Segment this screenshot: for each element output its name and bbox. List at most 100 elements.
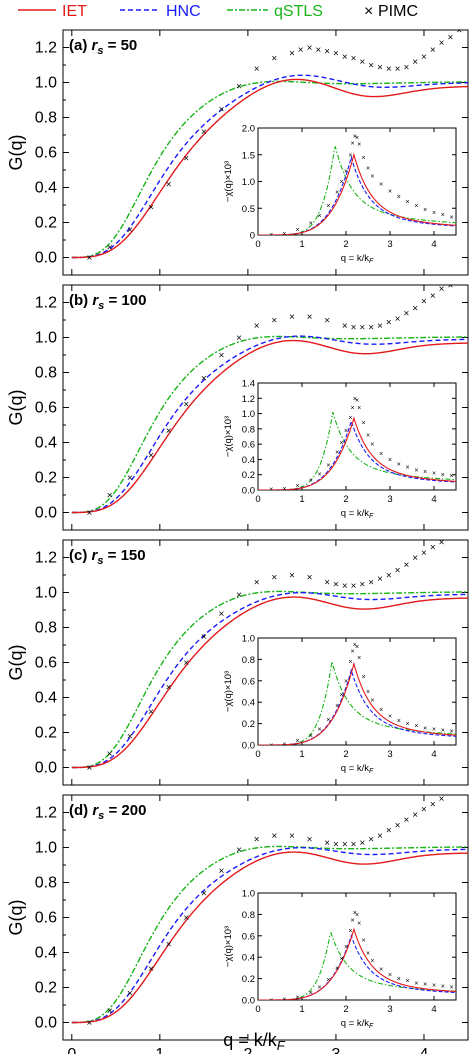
inset-frame xyxy=(257,892,457,1001)
pimc-point: × xyxy=(86,1018,92,1029)
y-tick-label: 0.8 xyxy=(35,365,57,382)
inset-x-tick-label: 4 xyxy=(431,494,436,505)
pimc-point: × xyxy=(236,82,242,93)
inset-x-tick-label: 2 xyxy=(343,1004,348,1015)
inset-pimc-point: × xyxy=(269,743,273,750)
pimc-point: × xyxy=(236,590,242,601)
inset-y-tick-label: 1.0 xyxy=(242,634,255,645)
pimc-point: × xyxy=(403,560,409,571)
pimc-point: × xyxy=(377,831,383,842)
pimc-point: × xyxy=(307,834,313,845)
inset-pimc-point: × xyxy=(326,977,330,984)
x-tick-label: 1 xyxy=(155,1046,164,1054)
panel-title-sub: s xyxy=(97,45,103,57)
inset-series-hnc xyxy=(258,934,456,1000)
inset-y-tick-label: 1.5 xyxy=(242,150,255,161)
pimc-point: × xyxy=(403,62,409,73)
inset-x-tick-label: 4 xyxy=(431,1004,436,1015)
inset-y-axis-label: −χ(q)×10³ xyxy=(223,161,234,202)
inset-pimc-point: × xyxy=(309,990,313,997)
inset-pimc-point: × xyxy=(353,396,357,403)
inset-x-tick-label: 1 xyxy=(299,1004,304,1015)
y-axis-label: G(q) xyxy=(6,135,26,171)
pimc-point: × xyxy=(107,749,113,760)
pimc-point: × xyxy=(324,316,330,327)
inset-pimc-point: × xyxy=(326,717,330,724)
inset-frame xyxy=(257,637,457,746)
series-iet xyxy=(71,78,468,259)
pimc-point: × xyxy=(421,805,427,816)
inset-y-tick-label: 0.5 xyxy=(242,204,255,215)
inset-series-hnc xyxy=(258,668,456,745)
pimc-point: × xyxy=(324,838,330,849)
series-iet xyxy=(71,851,468,1024)
pimc-point: × xyxy=(148,450,154,461)
pimc-point: × xyxy=(439,537,445,548)
inset-x-axis-label-sub: F xyxy=(369,768,374,775)
inset-pimc-point: × xyxy=(348,415,352,422)
inset-x-tick-label: 0 xyxy=(255,494,260,505)
inset-x-tick-label: 0 xyxy=(255,239,260,250)
inset-pimc-point: × xyxy=(441,984,445,991)
inset-x-tick-label: 1 xyxy=(299,494,304,505)
pimc-point: × xyxy=(271,572,277,583)
inset-y-tick-label: 1.2 xyxy=(242,394,255,405)
inset-pimc-point: × xyxy=(357,142,361,149)
inset-pimc-point: × xyxy=(344,428,348,435)
legend-label-hnc: HNC xyxy=(166,3,201,20)
inset-pimc-point: × xyxy=(362,155,366,162)
series-hnc xyxy=(71,591,468,769)
pimc-point: × xyxy=(342,321,348,332)
inset-y-tick-label: 0.4 xyxy=(242,698,255,709)
pimc-point: × xyxy=(86,508,92,519)
panel-title: (c) rs = 150 xyxy=(69,547,146,567)
pimc-point: × xyxy=(289,48,295,59)
pimc-point: × xyxy=(447,33,453,44)
y-tick-label: 0.4 xyxy=(35,945,57,962)
inset-series-iet xyxy=(258,661,456,745)
pimc-point: × xyxy=(430,45,436,56)
inset-pimc-point: × xyxy=(318,213,322,220)
inset-pimc-point: × xyxy=(335,449,339,456)
pimc-point: × xyxy=(298,45,304,56)
y-tick-label: 0.2 xyxy=(35,725,57,742)
inset-pimc-point: × xyxy=(282,231,286,238)
panel-c: 0.00.20.40.60.81.01.2G(q)(c) rs = 150×××… xyxy=(6,537,469,786)
inset-y-tick-label: 1.4 xyxy=(242,379,255,390)
pimc-point: × xyxy=(201,632,207,643)
plot-frame xyxy=(62,284,469,531)
inset-x-tick-label: 3 xyxy=(387,749,392,760)
x-tick-label: 3 xyxy=(331,1046,340,1054)
inset-x-tick-label: 3 xyxy=(387,494,392,505)
inset-pimc-point: × xyxy=(318,726,322,733)
inset-x-axis-label-main: q = k/k xyxy=(341,508,369,519)
pimc-point: × xyxy=(333,48,339,59)
inset-y-tick-label: 0.8 xyxy=(242,910,255,921)
pimc-point: × xyxy=(421,296,427,307)
pimc-point: × xyxy=(342,840,348,851)
pimc-point: × xyxy=(219,609,225,620)
y-tick-label: 0.4 xyxy=(35,690,57,707)
inset-y-tick-label: 0.4 xyxy=(242,953,255,964)
inset-y-tick-label: 0.6 xyxy=(242,931,255,942)
pimc-point: × xyxy=(107,1006,113,1017)
inset-pimc-point: × xyxy=(351,648,355,655)
inset-y-axis-label: −χ(q)×10³ xyxy=(223,671,234,712)
y-tick-label: 0.4 xyxy=(35,435,57,452)
pimc-point: × xyxy=(166,683,172,694)
inset-series-hnc xyxy=(258,419,456,490)
inset-x-axis-label-sub: F xyxy=(369,513,374,520)
legend-label-qstls: qSTLS xyxy=(274,3,323,20)
series-stls xyxy=(71,845,468,1024)
pimc-point: × xyxy=(430,291,436,302)
inset-pimc-point: × xyxy=(432,983,436,990)
inset-pimc-point: × xyxy=(450,729,454,736)
panel-title-value: = 50 xyxy=(103,37,137,54)
y-tick-label: 0.2 xyxy=(35,980,57,997)
inset-series-group: ×××××××××××××××××××××××××× xyxy=(258,134,456,238)
legend-marker-pimc: × xyxy=(364,3,373,20)
inset-pimc-point: × xyxy=(282,741,286,748)
inset-series-iet xyxy=(258,152,456,235)
y-tick-label: 0.0 xyxy=(35,760,57,777)
